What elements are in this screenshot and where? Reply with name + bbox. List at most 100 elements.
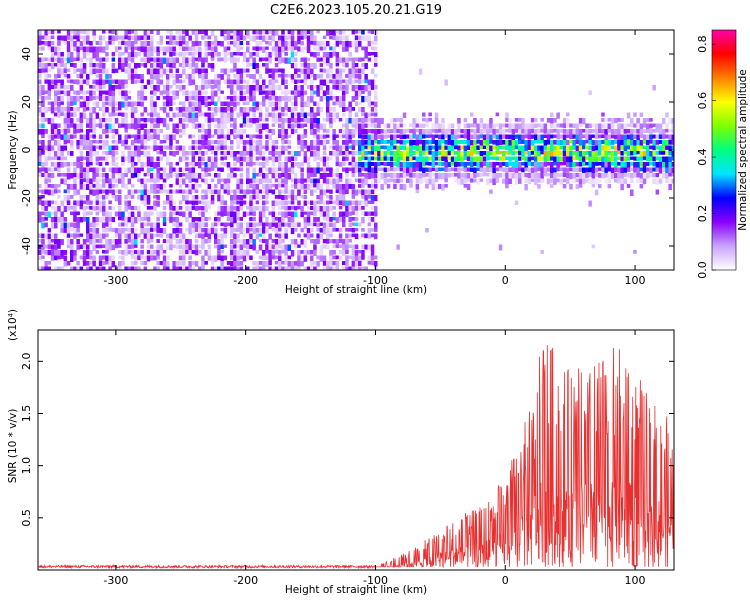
heatmap-cell xyxy=(316,145,320,152)
heatmap-cell xyxy=(82,206,87,211)
heatmap-cell xyxy=(281,57,285,63)
heatmap-cell xyxy=(364,129,368,135)
heatmap-cell xyxy=(41,255,45,259)
heatmap-cell xyxy=(246,228,250,234)
heatmap-cell xyxy=(367,228,372,233)
heatmap-cell xyxy=(658,162,663,169)
heatmap-cell xyxy=(338,239,343,243)
heatmap-cell xyxy=(89,145,93,152)
heatmap-cell xyxy=(316,233,320,239)
heatmap-cell xyxy=(265,57,269,62)
heatmap-cell xyxy=(217,255,221,261)
heatmap-cell xyxy=(153,140,157,146)
heatmap-cell xyxy=(278,85,282,91)
heatmap-cell xyxy=(204,233,208,238)
heatmap-cell xyxy=(38,266,42,270)
heatmap-cell xyxy=(588,134,592,141)
heatmap-cell xyxy=(290,206,295,210)
heatmap-cell xyxy=(249,140,253,146)
heatmap-cell xyxy=(70,123,74,128)
heatmap-cell xyxy=(118,63,122,70)
heatmap-cell xyxy=(428,129,432,135)
heatmap-cell xyxy=(351,255,356,262)
heatmap-cell xyxy=(658,178,663,184)
heatmap-cell xyxy=(290,112,295,119)
heatmap-cell xyxy=(278,46,282,53)
heatmap-cell xyxy=(198,184,202,188)
heatmap-cell xyxy=(409,145,413,152)
heatmap-cell xyxy=(431,184,436,191)
heatmap-cell xyxy=(658,134,663,139)
heatmap-cell xyxy=(73,217,77,222)
heatmap-cell xyxy=(578,129,583,136)
heatmap-cell xyxy=(89,46,93,53)
heatmap-cell xyxy=(390,145,394,151)
heatmap-cell xyxy=(191,189,196,193)
heatmap-cell xyxy=(278,255,282,262)
heatmap-cell xyxy=(310,79,314,85)
heatmap-cell xyxy=(108,228,112,232)
heatmap-cell xyxy=(82,195,87,199)
heatmap-cell xyxy=(278,250,282,255)
heatmap-cell xyxy=(236,244,240,249)
heatmap-cell xyxy=(466,123,471,128)
heatmap-cell xyxy=(185,107,189,113)
heatmap-cell xyxy=(380,167,384,171)
heatmap-cell xyxy=(377,178,381,183)
heatmap-cell xyxy=(236,167,240,172)
heatmap-cell xyxy=(361,134,365,140)
heatmap-cell xyxy=(374,145,378,152)
heatmap-cell xyxy=(511,140,516,146)
heatmap-cell xyxy=(562,167,567,174)
heatmap-cell xyxy=(191,134,196,139)
heatmap-cell xyxy=(322,68,327,73)
heatmap-cell xyxy=(44,200,48,206)
heatmap-cell xyxy=(118,244,122,248)
heatmap-cell xyxy=(297,46,301,52)
heatmap-cell xyxy=(150,96,154,103)
heatmap-cell xyxy=(342,140,346,145)
heatmap-cell xyxy=(105,118,109,123)
heatmap-cell xyxy=(95,140,100,144)
heatmap-cell xyxy=(54,134,58,139)
heatmap-cell xyxy=(463,162,468,169)
heatmap-cell xyxy=(326,57,330,64)
heatmap-cell xyxy=(114,178,119,183)
heatmap-cell xyxy=(354,123,359,130)
heatmap-cell xyxy=(626,134,631,140)
heatmap-cell xyxy=(527,162,532,166)
heatmap-cell xyxy=(300,30,304,35)
heatmap-cell xyxy=(380,129,384,134)
heatmap-cell xyxy=(249,63,253,67)
heatmap-cell xyxy=(316,57,320,62)
heatmap-cell xyxy=(441,162,445,167)
heatmap-cell xyxy=(233,63,237,69)
heatmap-cell xyxy=(118,250,122,255)
heatmap-cell xyxy=(185,112,189,119)
heatmap-cell xyxy=(300,162,304,167)
heatmap-cell xyxy=(143,178,148,184)
heatmap-cell xyxy=(246,74,250,78)
heatmap-cell xyxy=(495,134,500,140)
heatmap-cell xyxy=(220,57,224,62)
heatmap-cell xyxy=(434,112,439,120)
heatmap-cell xyxy=(566,118,570,124)
heatmap-cell xyxy=(450,162,455,166)
heatmap-cell xyxy=(604,167,608,173)
heatmap-cell xyxy=(575,123,580,130)
heatmap-cell xyxy=(191,101,196,107)
heatmap-cell xyxy=(242,101,247,106)
heatmap-cell xyxy=(303,156,308,163)
heatmap-cell xyxy=(492,140,496,145)
heatmap-cell xyxy=(473,145,477,152)
heatmap-cell xyxy=(297,134,301,141)
heatmap-cell xyxy=(175,244,180,249)
heatmap-cell xyxy=(201,167,205,172)
heatmap-cell xyxy=(598,178,602,183)
heatmap-cell xyxy=(214,184,218,189)
heatmap-cell xyxy=(156,167,160,174)
heatmap-cell xyxy=(92,63,96,68)
heatmap-cell xyxy=(428,140,432,145)
heatmap-cell xyxy=(370,129,375,134)
heatmap-cell xyxy=(166,96,170,103)
